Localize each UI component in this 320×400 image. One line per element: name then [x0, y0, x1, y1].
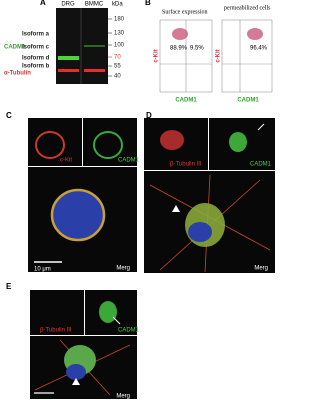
unit-label: kDa: [112, 2, 123, 8]
axis-label: CADM1: [237, 98, 259, 104]
band-label: Isoform a: [22, 32, 50, 38]
band-label: CADM1: [4, 45, 26, 51]
band-red: [58, 69, 79, 72]
arrowhead: [72, 378, 80, 385]
gate-value: 9.5%: [190, 46, 204, 52]
axis-label: c-Kit: [154, 49, 160, 62]
lane-label: BMMC: [85, 2, 104, 8]
plot-title: Surface expression: [162, 8, 207, 15]
gate-value: 88.9%: [170, 46, 188, 52]
scale-label: 10 μm: [34, 267, 51, 273]
channel-label: c-Kit: [60, 158, 72, 164]
panel-label: A: [40, 0, 46, 7]
band-green-faint: [84, 45, 105, 47]
band-label: Isoform c: [22, 45, 50, 51]
band-label: α-Tubulin: [4, 71, 31, 77]
band-label: Isoform b: [22, 64, 50, 70]
band-green: [58, 56, 79, 60]
gate-value: 96.4%: [250, 46, 268, 52]
channel-label: β-Tubulin III: [40, 328, 72, 334]
cell: [35, 131, 65, 159]
channel-label: CADM1: [250, 162, 272, 168]
panel-label: B: [145, 0, 151, 7]
cell: [99, 301, 117, 323]
lane-label: DRG: [61, 2, 75, 8]
channel-label: CADM1: [118, 158, 140, 164]
nucleus: [66, 364, 86, 380]
channel-label: β-Tubulin III: [170, 162, 202, 168]
panel-label: D: [146, 111, 152, 120]
panel-label: C: [6, 111, 12, 120]
axis-label: c-Kit: [216, 49, 222, 62]
arrow: [112, 316, 121, 325]
nucleus: [188, 222, 212, 242]
arrowhead: [172, 205, 180, 212]
figure: A B C D E DRG BMMC kDa 180 130 100 70 55 40 Isoform a C…: [4, 0, 275, 400]
flow-cluster: [172, 28, 188, 40]
marker-label: 55: [114, 64, 121, 70]
cell: [160, 130, 184, 150]
axis-label: CADM1: [175, 98, 197, 104]
merge-label: Merg: [116, 394, 130, 400]
marker-label: 100: [114, 43, 125, 49]
channel-label: CADM1: [118, 328, 140, 334]
arrow: [257, 123, 265, 131]
band-label: Isoform d: [22, 56, 50, 62]
flow-axes: [159, 19, 273, 93]
cell: [93, 131, 123, 159]
band-red: [84, 69, 105, 72]
marker-label: 70: [114, 55, 121, 61]
marker-label: 130: [114, 31, 125, 37]
cell: [50, 188, 106, 242]
plot-title: permeabilized cells: [224, 5, 271, 11]
marker-label: 40: [114, 74, 121, 80]
cell: [229, 132, 247, 152]
flow-cluster: [247, 28, 263, 40]
merge-label: Merg: [254, 266, 268, 272]
micrograph: [30, 290, 84, 335]
marker-label: 180: [114, 17, 125, 23]
merge-label: Merg: [116, 266, 130, 272]
panel-label: E: [6, 282, 12, 291]
